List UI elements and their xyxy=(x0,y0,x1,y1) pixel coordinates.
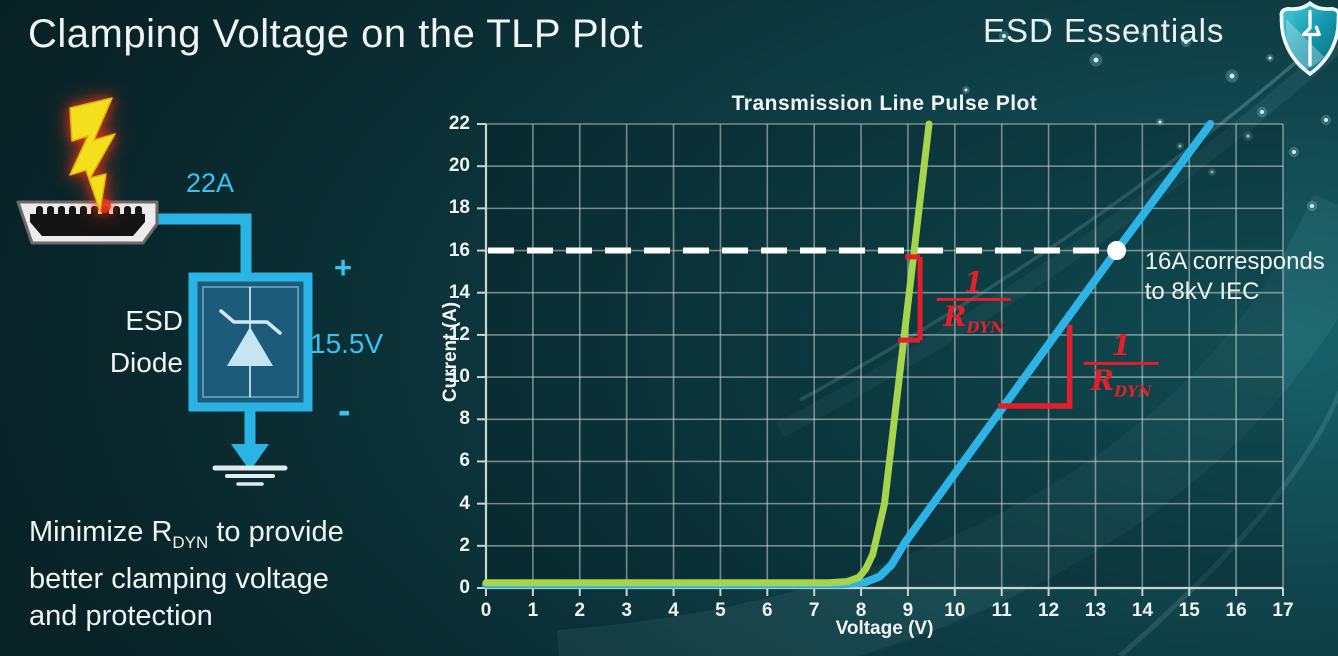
surge-current-label: 22A xyxy=(186,168,235,198)
iec-point xyxy=(1107,241,1127,261)
x-tick-label: 9 xyxy=(902,600,914,621)
rdyn-subscript: DYN xyxy=(172,532,209,552)
rdyn-frac-green: 1 RDYN xyxy=(936,268,1011,336)
esd-diode-label-line2: Diode xyxy=(109,347,183,378)
tlp-chart: Transmission Line Pulse Plot Current (A)… xyxy=(430,90,1338,656)
hdmi-connector-icon xyxy=(16,200,159,245)
x-tick-label: 5 xyxy=(715,600,726,621)
caption-line3: and protection xyxy=(29,599,213,632)
x-tick-label: 1 xyxy=(527,600,539,621)
shield-highlight xyxy=(1286,18,1325,70)
pulse-line-icon xyxy=(1301,9,1312,67)
y-tick-label: 0 xyxy=(459,577,470,598)
x-tick-label: 13 xyxy=(1084,600,1107,621)
down-arrow-icon xyxy=(231,444,269,471)
caption-text: Minimize RDYN to provide better clamping… xyxy=(29,514,344,635)
background-swoosh xyxy=(799,23,1338,402)
y-tick-label: 12 xyxy=(448,323,470,345)
rdyn-frac-blue: 1 RDYN xyxy=(1083,331,1159,399)
y-tick-label: 6 xyxy=(459,450,470,472)
x-tick-label: 10 xyxy=(944,600,966,621)
sparkle-dots xyxy=(962,18,1332,212)
y-tick-label: 14 xyxy=(448,281,470,303)
chart-canvas xyxy=(477,120,1284,596)
x-tick-label: 12 xyxy=(1038,600,1060,621)
esd-diode-label-line1: ESD xyxy=(125,305,183,336)
y-tick-label: 20 xyxy=(448,155,470,177)
ground-icon xyxy=(212,407,288,486)
shield-pulse-icon xyxy=(1279,0,1338,77)
x-tick-label: 15 xyxy=(1178,600,1200,621)
iec-label: 16A corresponds to 8kV IEC xyxy=(1144,248,1325,306)
y-tick-label: 4 xyxy=(459,492,470,514)
x-tick-label: 16 xyxy=(1225,600,1247,621)
green-curve xyxy=(482,120,933,587)
y-tick-label: 10 xyxy=(448,366,470,388)
background-swoosh xyxy=(556,194,1338,656)
x-tick-label: 8 xyxy=(855,600,867,621)
background-swoosh xyxy=(1118,390,1338,656)
x-tick-label: 11 xyxy=(991,600,1012,621)
rdyn-angle-blue xyxy=(997,324,1073,409)
pulse-line-icon xyxy=(1308,25,1321,37)
x-tick-label: 3 xyxy=(621,600,632,621)
chart-title: Transmission Line Pulse Plot xyxy=(731,92,1038,115)
x-tick-label: 7 xyxy=(808,600,820,621)
x-tick-label: 4 xyxy=(668,600,679,621)
y-tick-label: 8 xyxy=(459,408,470,430)
lightning-bolt-icon xyxy=(69,97,116,213)
page-title: Clamping Voltage on the TLP Plot xyxy=(28,12,643,56)
x-axis-label: Voltage (V) xyxy=(835,618,934,639)
x-tick-label: 6 xyxy=(761,600,773,621)
y-tick-label: 18 xyxy=(448,197,470,219)
esd-diode-box xyxy=(188,272,313,412)
zener-diode-icon xyxy=(219,309,282,366)
esd-circuit-diagram xyxy=(16,97,313,486)
caption-line1: Minimize RDYN to provide xyxy=(29,516,344,552)
plus-terminal-label: + xyxy=(334,250,353,285)
y-tick-label: 2 xyxy=(459,534,470,556)
surge-wire xyxy=(157,213,252,277)
x-tick-label: 14 xyxy=(1131,600,1153,621)
x-tick-label: 17 xyxy=(1272,600,1294,621)
y-tick-label: 22 xyxy=(448,113,470,134)
caption-line2: better clamping voltage xyxy=(29,562,329,595)
x-tick-label: 2 xyxy=(574,600,586,621)
x-tick-label: 0 xyxy=(480,600,492,621)
clamp-voltage-label: 15.5V xyxy=(310,328,384,359)
minus-terminal-label: - xyxy=(338,390,351,432)
y-tick-label: 16 xyxy=(448,239,470,261)
brand-name: ESD Essentials xyxy=(983,12,1225,49)
